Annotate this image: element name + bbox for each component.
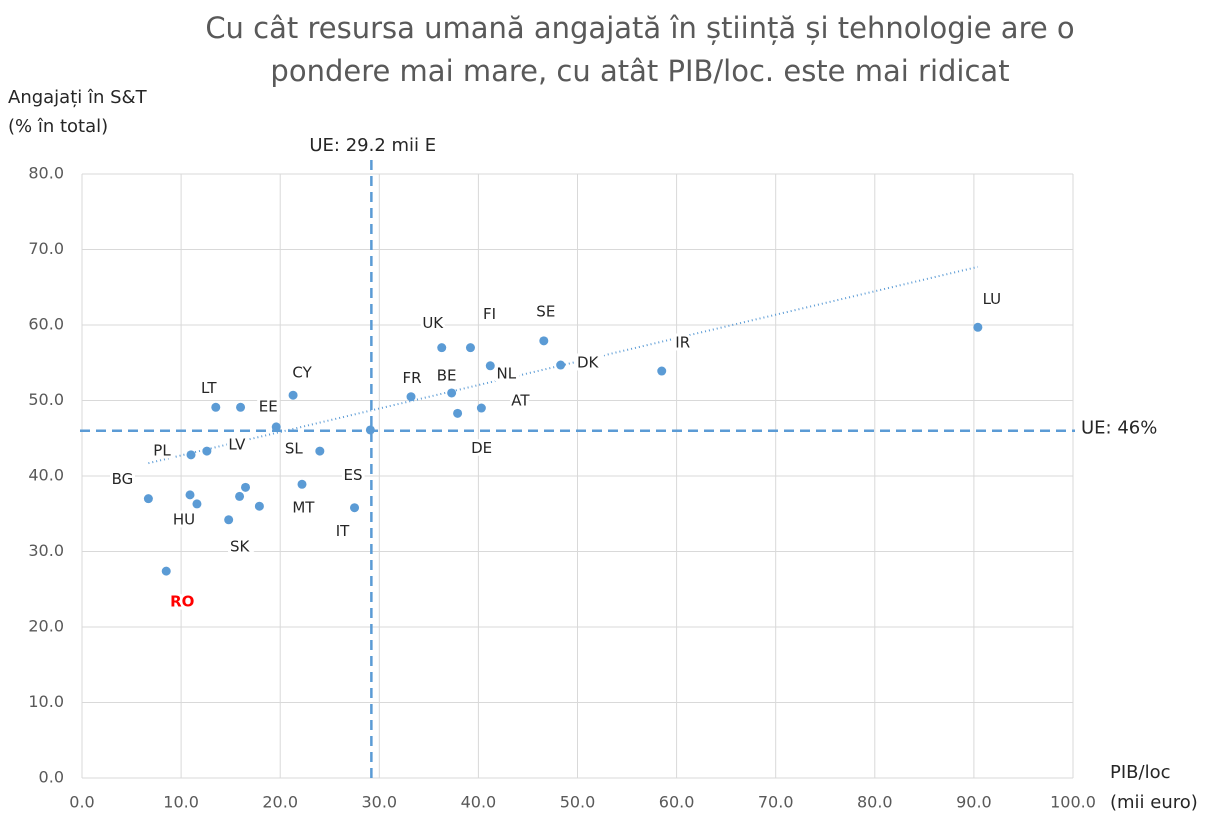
point-label: LU	[983, 290, 1002, 308]
point	[211, 402, 221, 412]
point-label: CY	[292, 364, 312, 382]
y-tick-label: 20.0	[28, 617, 64, 636]
x-tick-label: 60.0	[659, 793, 695, 812]
point-label: SK	[230, 537, 251, 555]
x-tick-label: 20.0	[262, 793, 298, 812]
x-axis-label: (mii euro)	[1110, 792, 1198, 813]
point	[406, 392, 416, 402]
point-label: HU	[173, 510, 195, 528]
point	[254, 501, 264, 511]
point-label: ES	[344, 466, 363, 484]
point-label: UK	[422, 314, 444, 332]
chart-title: pondere mai mare, cu atât PIB/loc. este …	[270, 54, 1009, 88]
y-tick-label: 30.0	[28, 541, 64, 560]
point	[235, 491, 245, 501]
point	[297, 479, 307, 489]
point	[288, 390, 298, 400]
reference-label: UE: 29.2 mii E	[309, 135, 436, 156]
point-label: BE	[437, 366, 457, 384]
point	[437, 343, 447, 353]
y-axis-label: (% în total)	[8, 116, 108, 137]
point	[271, 422, 281, 432]
point-label: NL	[497, 364, 517, 382]
x-tick-label: 90.0	[956, 793, 992, 812]
x-tick-label: 30.0	[361, 793, 397, 812]
point-label: SL	[285, 440, 304, 458]
point	[465, 343, 475, 353]
point-label: FI	[483, 305, 496, 323]
point	[236, 402, 246, 412]
point	[143, 494, 153, 504]
point	[192, 499, 202, 509]
x-tick-label: 10.0	[163, 793, 199, 812]
point	[315, 446, 325, 456]
x-axis-label: PIB/loc	[1110, 762, 1171, 783]
x-tick-label: 70.0	[758, 793, 794, 812]
point-label: LT	[201, 379, 217, 397]
y-axis-label: Angajați în S&T	[8, 87, 148, 108]
point	[973, 322, 983, 332]
point-label: PL	[153, 441, 171, 459]
point-label: DE	[471, 439, 492, 457]
y-tick-label: 0.0	[39, 768, 64, 787]
y-tick-label: 40.0	[28, 466, 64, 485]
y-tick-label: 80.0	[28, 164, 64, 183]
point-label: IR	[675, 334, 690, 352]
y-tick-label: 60.0	[28, 315, 64, 334]
point	[556, 360, 566, 370]
point	[485, 361, 495, 371]
chart-title: Cu cât resursa umană angajată în știință…	[205, 11, 1074, 45]
point-label: MT	[292, 499, 315, 517]
point-label: IT	[336, 522, 350, 540]
x-tick-label: 0.0	[69, 793, 94, 812]
point-label: AT	[511, 392, 530, 410]
x-tick-label: 80.0	[857, 793, 893, 812]
point-label: LV	[228, 436, 246, 454]
point	[350, 503, 360, 513]
point	[224, 515, 234, 525]
point	[186, 450, 196, 460]
point-label: RO	[170, 593, 194, 611]
point-label: DK	[577, 354, 600, 372]
point	[161, 566, 171, 576]
point	[241, 482, 251, 492]
y-tick-label: 50.0	[28, 390, 64, 409]
x-tick-label: 100.0	[1050, 793, 1096, 812]
point	[476, 403, 486, 413]
point	[185, 490, 195, 500]
point	[202, 446, 212, 456]
point	[657, 366, 667, 376]
reference-label: UE: 46%	[1081, 418, 1157, 439]
y-tick-label: 70.0	[28, 239, 64, 258]
point-label: SE	[536, 302, 555, 320]
x-tick-label: 50.0	[560, 793, 596, 812]
point	[539, 336, 549, 346]
point-label: FR	[402, 369, 421, 387]
point-label: BG	[112, 470, 134, 488]
y-tick-label: 10.0	[28, 692, 64, 711]
point	[453, 408, 463, 418]
point	[365, 425, 375, 435]
point	[447, 388, 457, 398]
x-tick-label: 40.0	[461, 793, 497, 812]
point-label: EE	[259, 397, 278, 415]
